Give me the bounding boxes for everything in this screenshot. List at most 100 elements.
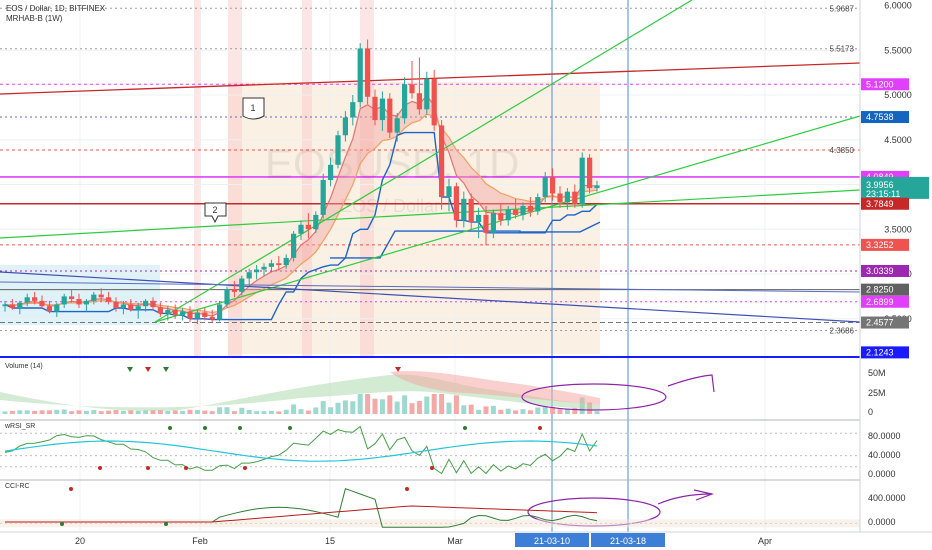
candle-body [572,191,578,205]
volume-bar [209,411,215,414]
volume-bar [594,411,600,414]
candle-body [461,198,467,221]
volume-bar [453,395,459,414]
candle-body [446,186,452,198]
volume-bar [505,408,511,414]
volume-bar [54,409,60,414]
volume-bar [261,411,267,414]
price-level-lines [0,0,860,532]
volume-bar [372,398,378,414]
candle-body [594,185,600,189]
candle-body [357,48,363,103]
callout-1-label: 1 [250,103,255,113]
cci-signal-dot [164,522,168,526]
volume-bar [9,410,15,414]
candle-body [520,205,526,215]
level-tag-2.1243 [861,346,909,359]
volume-bar [17,410,23,414]
volume-bar [239,407,245,414]
drawn-arrow-volume [667,374,715,393]
volume-bar [520,409,526,414]
level-tag-label: 3.3252 [866,240,894,250]
pane-tick-label: 80.0000 [868,431,901,441]
pane-tick-label: 0 [868,407,873,417]
candle-body [24,297,30,303]
candle-body [394,118,400,133]
time-tick-label: Apr [758,536,772,546]
volume-signal-marker [127,367,133,372]
candle-body [172,309,178,316]
candle-body [379,98,385,121]
pane-tick-label: 50M [868,368,886,378]
volume-bar [498,409,504,414]
candle-body [239,278,245,292]
volume-signal-marker [395,367,401,372]
volume-bar [246,410,252,414]
callout-2-label: 2 [212,205,217,215]
cci-signal-dot [405,487,409,491]
level-label: 5.5173 [830,45,855,54]
candle-body [91,294,97,301]
candle-body [439,125,445,198]
downtrend-line-2 [0,281,861,293]
candle-body [298,224,304,234]
volume-bar [113,410,119,414]
step-line [330,221,601,259]
candle-body [409,84,415,94]
candle-body [431,78,437,126]
callout-1: 1 [242,97,265,120]
volume-bar [527,410,533,414]
candle-body [365,48,371,97]
candle-body [350,102,356,118]
level-label: 4.3850 [830,146,855,155]
ema-ribbon [5,95,597,317]
pane-tick-label: 0.0000 [868,517,896,527]
rsi-signal-dot [168,426,172,430]
level-tag-4.7538 [861,111,909,124]
candle-body [542,177,548,198]
volume-bar [335,402,341,414]
candle-body [217,304,223,320]
candle-body [468,198,474,223]
volume-bar [402,395,408,414]
volume-bar [128,410,134,414]
volume-bar [535,407,541,414]
volume-bar [46,410,52,414]
candle-body [416,93,422,110]
rsi-signal-dot [538,426,542,430]
rsi-signal-dot [98,466,102,470]
callout-2: 2 [204,202,227,224]
candle-body [268,263,274,267]
volume-bar [365,394,371,414]
time-tick-label: 21-03-10 [534,536,570,546]
candle-body [83,300,89,305]
candle-body [505,209,511,221]
level-tag-5.1200 [861,78,909,91]
rsi-signal-dot [430,466,434,470]
volume-bar [217,407,223,414]
cci-ma-line [5,505,598,523]
candle-body [128,304,134,310]
candle-body [476,214,482,223]
symbol-title: EOS / Dollar, 1D, BITFINEX [6,4,106,13]
rsi-line [4,425,598,475]
volume-bar [143,410,149,414]
volume-bar [461,405,467,414]
rsi-signal-line [4,440,598,462]
price-tick-label: 5.0000 [884,90,912,100]
level-tag-label: 3.0339 [866,266,894,276]
candle-body [283,257,289,266]
level-tag-label: 5.1200 [866,79,894,89]
indicator-panes [0,367,860,533]
level-tag-3.7849 [861,197,909,210]
candle-body [17,302,23,309]
volume-bar [409,403,415,414]
candle-body [276,263,282,266]
rsi-signal-dot [146,466,150,470]
candle-body [231,289,237,292]
volume-bar [98,411,104,414]
highlight-zone [302,0,312,357]
candle-body [291,233,297,258]
volume-bar [394,401,400,414]
candle-body [579,157,585,205]
